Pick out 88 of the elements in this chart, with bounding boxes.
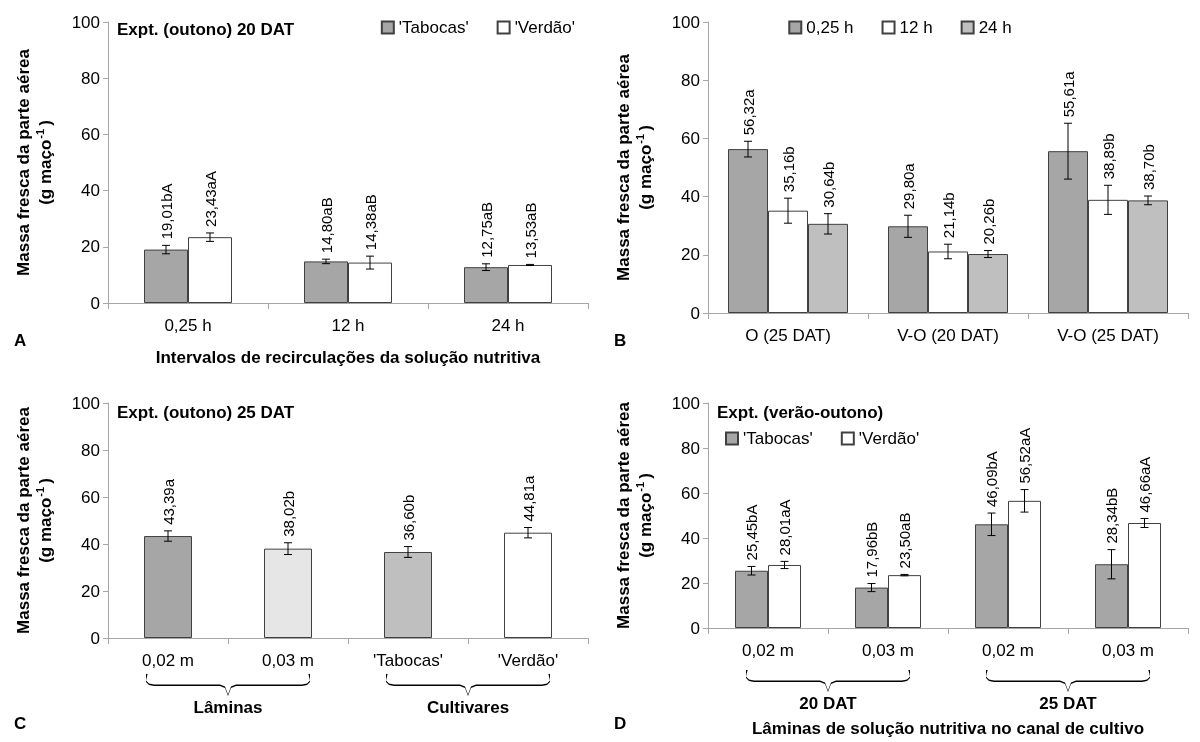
data-label: 38,89b bbox=[1099, 133, 1117, 180]
data-label: 44,81a bbox=[519, 474, 537, 522]
data-label: 46,09bA bbox=[983, 451, 1000, 508]
data-label: 23,43aA bbox=[201, 171, 219, 227]
text: D bbox=[614, 714, 627, 734]
y-tick-label: 60 bbox=[81, 487, 100, 507]
y-tick-label: 20 bbox=[81, 581, 100, 601]
chart-title: Expt. (outono) 20 DAT bbox=[117, 20, 295, 39]
data-label: 38,70b bbox=[1139, 144, 1157, 191]
data-label: 21,14b bbox=[939, 192, 957, 239]
text: C bbox=[14, 714, 27, 734]
chart-title: Expt. (outono) 25 DAT bbox=[117, 403, 295, 422]
y-tick-label: 100 bbox=[671, 12, 700, 32]
bar bbox=[384, 551, 432, 638]
text: B bbox=[614, 331, 627, 351]
data-label: 14,80aB bbox=[317, 197, 335, 254]
data-label: 28,01aA bbox=[776, 499, 793, 556]
data-label: 38,02b bbox=[279, 490, 297, 537]
data-label: 17,96bB bbox=[863, 521, 880, 578]
y-tick-label: 20 bbox=[681, 573, 700, 593]
x-tick-label: 0,03 m bbox=[262, 651, 314, 670]
legend-label: 12 h bbox=[899, 18, 933, 37]
x-tick-label: 0,02 m bbox=[982, 641, 1034, 660]
y-tick-label: 0 bbox=[690, 303, 700, 323]
legend-label: 'Verdão' bbox=[858, 429, 920, 448]
x-tick-label: 24 h bbox=[491, 316, 525, 335]
text: A bbox=[14, 331, 27, 351]
data-label: 55,61a bbox=[1059, 70, 1077, 118]
text: 20 DAT bbox=[798, 694, 858, 714]
data-label: 28,34bB bbox=[1103, 487, 1120, 544]
data-label: 46,66aA bbox=[1136, 456, 1153, 513]
y-tick-label: 0 bbox=[90, 628, 100, 648]
y-tick-label: 20 bbox=[681, 245, 700, 265]
x-tick-label: 0,02 m bbox=[142, 651, 194, 670]
x-tick-label: 'Verdão' bbox=[497, 651, 559, 670]
y-tick-label: 60 bbox=[81, 124, 100, 144]
y-tick-label: 60 bbox=[681, 483, 700, 503]
x-axis-title: Lâminas de solução nutritiva no canal de cultivo bbox=[751, 719, 1145, 738]
legend-label: 0,25 h bbox=[806, 18, 854, 37]
y-tick-label: 100 bbox=[71, 12, 100, 32]
legend-label: 'Tabocas' bbox=[398, 18, 469, 37]
x-tick-label: V-O (20 DAT) bbox=[897, 326, 999, 345]
y-tick-label: 40 bbox=[681, 187, 700, 207]
data-label: 36,60b bbox=[399, 494, 417, 541]
x-axis-title: Intervalos de recirculações da solução nutritiva bbox=[155, 348, 541, 367]
data-label: 14,38aB bbox=[361, 194, 379, 251]
bar bbox=[264, 548, 312, 638]
y-tick-label: 60 bbox=[681, 128, 700, 148]
text: 25 DAT bbox=[1038, 694, 1098, 714]
y-tick-label: 80 bbox=[681, 438, 700, 458]
x-tick-label: 0,03 m bbox=[1102, 641, 1154, 660]
data-label: 19,01bA bbox=[157, 183, 175, 240]
y-tick-label: 80 bbox=[81, 440, 100, 460]
x-tick-label: O (25 DAT) bbox=[745, 326, 831, 345]
legend-label: 'Tabocas' bbox=[743, 429, 813, 448]
data-label: 12,75aB bbox=[477, 201, 495, 258]
x-tick-label: 'Tabocas' bbox=[373, 651, 443, 670]
bar bbox=[504, 532, 552, 638]
x-tick-label: 0,02 m bbox=[742, 641, 794, 660]
y-tick-label: 80 bbox=[81, 68, 100, 88]
y-tick-label: 40 bbox=[681, 528, 700, 548]
y-tick-label: 100 bbox=[71, 393, 100, 413]
data-label: 20,26b bbox=[979, 198, 997, 245]
y-tick-label: 0 bbox=[690, 618, 700, 638]
data-label: 29,80a bbox=[899, 162, 917, 210]
legend-label: 'Verdão' bbox=[514, 18, 575, 37]
data-label: 13,53aB bbox=[521, 202, 539, 259]
x-tick-label: V-O (25 DAT) bbox=[1057, 326, 1159, 345]
x-tick-label: 12 h bbox=[331, 316, 365, 335]
y-tick-label: 100 bbox=[671, 393, 700, 413]
x-tick-label: 0,25 h bbox=[164, 316, 212, 335]
data-label: 23,50aB bbox=[896, 512, 913, 569]
data-label: 43,39a bbox=[159, 478, 177, 525]
y-tick-label: 80 bbox=[681, 70, 700, 90]
data-label: 25,45bA bbox=[743, 504, 760, 561]
data-label: 56,32a bbox=[739, 88, 757, 136]
y-tick-label: 40 bbox=[81, 534, 100, 554]
y-tick-label: 20 bbox=[81, 237, 100, 257]
legend-label: 24 h bbox=[978, 18, 1012, 37]
y-tick-label: 0 bbox=[90, 293, 100, 313]
text: Lâminas bbox=[192, 698, 264, 718]
chart-title: Expt. (verão-outono) bbox=[717, 403, 884, 422]
data-label: 30,64b bbox=[819, 161, 837, 208]
y-tick-label: 40 bbox=[81, 181, 100, 201]
data-label: 35,16b bbox=[779, 146, 797, 193]
text: Cultivares bbox=[425, 698, 511, 718]
x-tick-label: 0,03 m bbox=[862, 641, 914, 660]
data-label: 56,52aA bbox=[1016, 427, 1033, 484]
